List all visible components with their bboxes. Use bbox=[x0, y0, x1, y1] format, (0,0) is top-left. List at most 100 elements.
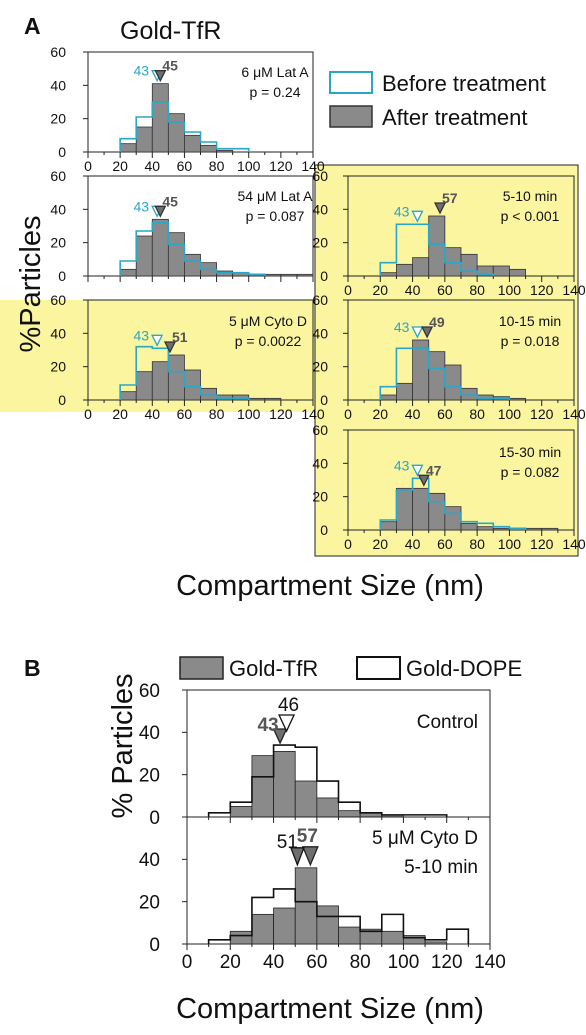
bar-after bbox=[428, 492, 446, 531]
bar-after bbox=[280, 273, 298, 277]
label-before-median: 43 bbox=[394, 203, 410, 219]
y-tick-label: 0 bbox=[58, 144, 66, 160]
bar-after bbox=[428, 215, 446, 277]
bar-after bbox=[396, 382, 413, 401]
bar-tfr bbox=[229, 806, 253, 818]
condition-label: 5 μM Cyto D bbox=[372, 828, 478, 849]
y-tick-label: 40 bbox=[312, 455, 328, 471]
x-tick-label: 40 bbox=[144, 158, 160, 174]
bar-tfr bbox=[251, 755, 274, 818]
marker-after bbox=[421, 326, 434, 339]
legend-after-label: After treatment bbox=[382, 105, 528, 130]
x-tick-label: 60 bbox=[177, 406, 193, 422]
legend-before-swatch bbox=[329, 71, 373, 94]
bar-after bbox=[119, 391, 137, 401]
label-dope-median: 46 bbox=[278, 695, 299, 716]
y-tick-label: 0 bbox=[58, 268, 66, 284]
bar-after bbox=[151, 218, 169, 277]
bar-after bbox=[476, 394, 494, 401]
p-value-label: p = 0.018 bbox=[501, 333, 560, 349]
bar-after bbox=[200, 144, 217, 153]
x-tick-label: 20 bbox=[112, 158, 128, 174]
bar-after bbox=[216, 394, 234, 401]
x-tick-label: 80 bbox=[469, 282, 485, 298]
x-tick-label: 100 bbox=[237, 158, 261, 174]
x-tick-label: 80 bbox=[209, 406, 225, 422]
series-dope-outline bbox=[207, 888, 470, 944]
series-dope-outline bbox=[207, 744, 448, 817]
y-tick-label: 20 bbox=[50, 111, 66, 127]
x-tick-label: 20 bbox=[112, 406, 128, 422]
condition-label: 5-10 min bbox=[503, 188, 557, 204]
x-tick-label: 140 bbox=[562, 282, 586, 298]
p-value-label: p = 0.24 bbox=[250, 84, 301, 100]
bar-tfr bbox=[403, 935, 426, 945]
y-tick-label: 40 bbox=[50, 77, 66, 93]
label-before-median: 43 bbox=[134, 198, 150, 214]
y-tick-label: 60 bbox=[50, 168, 66, 184]
y-tick-label: 40 bbox=[50, 201, 66, 217]
bar-tfr bbox=[294, 867, 318, 945]
marker-after bbox=[433, 202, 447, 215]
condition-label: 5 μM Cyto D bbox=[229, 313, 307, 329]
marker-tfr bbox=[272, 728, 288, 745]
bar-after bbox=[460, 522, 478, 531]
panel-a-title: Gold-TfR bbox=[120, 17, 221, 45]
y-tick-label: 40 bbox=[139, 850, 160, 871]
bar-tfr bbox=[273, 750, 296, 818]
y-tick-label: 20 bbox=[139, 766, 160, 787]
bar-after bbox=[184, 253, 201, 277]
bar-after bbox=[476, 526, 494, 531]
series-before-outline bbox=[379, 223, 495, 276]
y-tick-label: 60 bbox=[312, 292, 328, 308]
y-tick-label: 0 bbox=[149, 808, 160, 829]
marker-tfr bbox=[301, 846, 319, 867]
panel-b-letter: B bbox=[24, 655, 41, 681]
series-before-outline bbox=[119, 101, 250, 152]
marker-after bbox=[154, 205, 167, 218]
label-before-median: 43 bbox=[134, 327, 150, 343]
legend-dope-swatch bbox=[356, 656, 401, 680]
bar-after bbox=[412, 487, 430, 531]
x-tick-label: 100 bbox=[498, 536, 522, 552]
y-tick-label: 40 bbox=[50, 325, 66, 341]
label-before-median: 43 bbox=[134, 63, 150, 79]
marker-before bbox=[411, 464, 424, 477]
y-tick-label: 40 bbox=[312, 325, 328, 341]
x-tick-label: 20 bbox=[372, 406, 388, 422]
marker-before bbox=[411, 326, 424, 339]
x-tick-label: 60 bbox=[437, 406, 453, 422]
bar-after bbox=[379, 394, 397, 401]
x-tick-label: 40 bbox=[144, 406, 160, 422]
y-tick-label: 20 bbox=[139, 893, 160, 914]
x-tick-label: 0 bbox=[344, 536, 352, 552]
x-tick-label: 140 bbox=[474, 952, 506, 973]
bar-after bbox=[444, 364, 462, 401]
condition-label: 54 μM Lat A bbox=[238, 188, 314, 204]
marker-after bbox=[154, 70, 167, 83]
subplot-6um-lat-a: 43 45 6 μM Lat A p = 0.24 0 20 40 60 0 20 40 60 80 10… bbox=[50, 44, 324, 174]
x-tick-label: 100 bbox=[237, 406, 261, 422]
y-tick-label: 20 bbox=[50, 235, 66, 251]
bar-tfr bbox=[316, 905, 339, 945]
bar-after bbox=[119, 268, 137, 277]
subplot-5um-cyto-d: 43 51 5 μM Cyto D p = 0.0022 0 20 40 60 0 20 40 60 8… bbox=[50, 292, 324, 422]
bar-after bbox=[396, 263, 413, 277]
y-tick-label: 0 bbox=[320, 268, 328, 284]
bar-tfr bbox=[338, 926, 361, 945]
bar-after bbox=[460, 253, 478, 277]
condition-label: 10-15 min bbox=[499, 313, 561, 329]
bar-after bbox=[428, 351, 446, 401]
x-tick-label: 20 bbox=[372, 536, 388, 552]
marker-after bbox=[163, 341, 177, 354]
y-tick-label: 20 bbox=[50, 359, 66, 375]
marker-before bbox=[411, 210, 424, 223]
x-tick-label: 60 bbox=[437, 536, 453, 552]
y-tick-label: 40 bbox=[312, 201, 328, 217]
bar-after bbox=[492, 265, 510, 277]
legend-tfr-label: Gold-TfR bbox=[229, 656, 318, 681]
bar-after bbox=[151, 83, 169, 153]
bar-after bbox=[492, 527, 510, 531]
label-before-median: 43 bbox=[394, 319, 410, 335]
